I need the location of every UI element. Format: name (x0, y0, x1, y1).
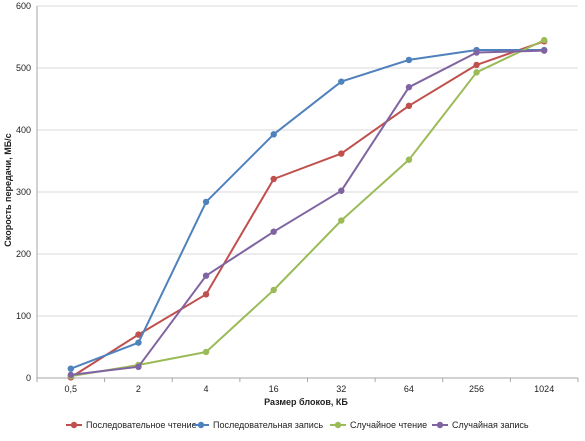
data-point (270, 286, 277, 294)
legend-label: Случайное чтение (350, 420, 427, 430)
series-lines (67, 36, 548, 381)
y-tick-label: 400 (16, 125, 31, 135)
data-point (473, 69, 480, 76)
data-point (135, 331, 142, 338)
y-tick-label: 100 (16, 311, 31, 321)
legend-label: Последовательное чтение (86, 420, 197, 430)
data-point (202, 272, 210, 279)
y-axis-title: Скорость передачи, МБ/с (3, 133, 13, 246)
data-point (135, 339, 142, 346)
x-tick-label: 32 (336, 384, 346, 394)
data-point (270, 175, 277, 183)
data-point (338, 217, 345, 224)
data-point (338, 78, 345, 85)
data-point (338, 187, 345, 194)
legend-label: Случайная запись (452, 420, 529, 430)
y-tick-label: 300 (16, 187, 31, 197)
y-tick-label: 500 (16, 63, 31, 73)
data-point (67, 365, 75, 372)
y-tick-label: 0 (26, 373, 31, 383)
data-point (405, 84, 413, 91)
data-point (270, 131, 277, 138)
data-point (270, 228, 277, 235)
series-line (70, 40, 545, 379)
data-point (202, 291, 210, 298)
data-point (67, 371, 75, 379)
gridlines (37, 5, 578, 317)
x-tick-label: 256 (469, 384, 484, 394)
series-line (70, 39, 545, 378)
y-tick-label: 200 (16, 249, 31, 259)
data-point (473, 61, 480, 69)
legend: Последовательное чтение Последовательная … (66, 420, 529, 430)
axes: 0 100 200 300 400 500 600 0,5 2 4 16 32 64 256 1024 (16, 1, 579, 394)
data-point (405, 102, 413, 110)
legend-swatch-marker (197, 421, 205, 429)
data-point (473, 49, 480, 56)
legend-label: Последовательная запись (213, 420, 323, 430)
x-tick-label: 2 (136, 384, 141, 394)
y-tick-label: 600 (16, 1, 31, 11)
data-point (202, 198, 210, 206)
series-line (70, 49, 545, 370)
x-tick-label: 1024 (534, 384, 554, 394)
series-line (70, 49, 545, 376)
x-axis-title: Размер блоков, КБ (264, 397, 348, 407)
data-point (135, 363, 142, 371)
data-point (405, 156, 413, 163)
x-tick-label: 64 (404, 384, 414, 394)
x-tick-label: 4 (204, 384, 209, 394)
legend-swatch-marker (70, 421, 78, 429)
data-point (405, 56, 413, 64)
data-point (540, 47, 548, 54)
x-tick-label: 16 (269, 384, 279, 394)
legend-swatch-marker (436, 421, 444, 429)
data-point (202, 348, 210, 356)
legend-swatch-marker (334, 421, 342, 429)
data-point (540, 36, 548, 44)
x-tick-label: 0,5 (65, 384, 78, 394)
data-point (338, 150, 345, 157)
